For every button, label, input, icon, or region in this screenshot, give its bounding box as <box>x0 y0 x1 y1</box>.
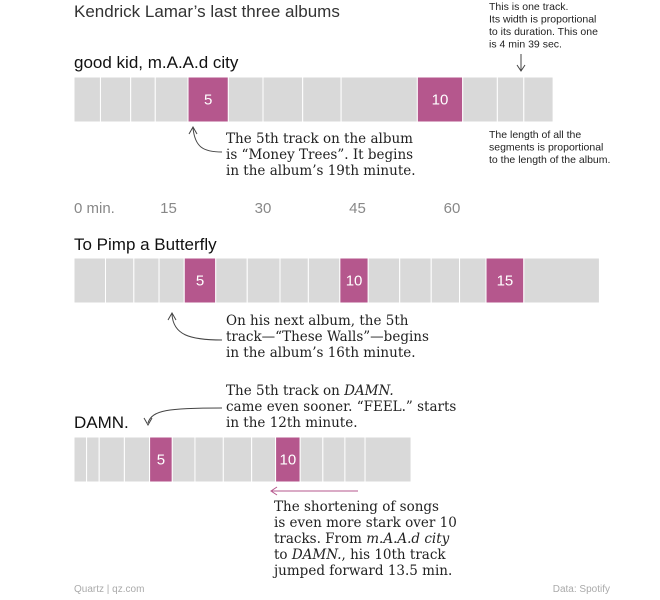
track-segment-2 <box>86 436 100 483</box>
axis-tick-label: 0 min. <box>74 200 115 217</box>
segment-length-note: The length of all the segments is propor… <box>489 129 610 166</box>
footer-source: Data: Spotify <box>553 584 610 595</box>
track-segment-7 <box>194 436 224 483</box>
track-segment-9 <box>340 76 418 123</box>
track-segment-1 <box>73 436 88 483</box>
track-segment-12 <box>399 257 432 304</box>
track-segment-11 <box>462 76 498 123</box>
tpab-track5-arrow <box>171 313 223 341</box>
track-segment-3 <box>133 257 160 304</box>
track-segment-12 <box>496 76 525 123</box>
one-track-arrowhead <box>516 64 526 72</box>
track-segment-2 <box>99 76 132 123</box>
time-axis: 0 min. 15 30 45 60 <box>74 200 460 217</box>
axis-tick-label: 45 <box>349 200 366 217</box>
track-segment-8 <box>222 436 253 483</box>
footer-credit: Quartz | qz.com <box>74 584 144 595</box>
track-segment-15 <box>485 257 525 304</box>
track-segment-3 <box>98 436 125 483</box>
track-number-10: 10 <box>432 92 449 109</box>
track-segment-8 <box>302 76 342 123</box>
gkmc-track5-arrowhead <box>188 125 198 135</box>
chart-title: Kendrick Lamar’s last three albums <box>74 2 340 21</box>
gkmc-track5-annotation: The 5th track on the album is “Money Tre… <box>226 131 417 179</box>
one-track-note: This is one track. Its width is proporti… <box>489 1 601 51</box>
axis-tick-label: 30 <box>255 200 272 217</box>
track-segment-14 <box>364 436 412 483</box>
track-segment-5 <box>183 257 217 304</box>
track-segment-11 <box>299 436 324 483</box>
track-segment-14 <box>459 257 487 304</box>
track-segment-1 <box>73 76 101 123</box>
tpab-track5-arrowhead <box>167 311 177 321</box>
axis-tick-label: 60 <box>444 200 461 217</box>
track-segment-3 <box>130 76 156 123</box>
track-segment-4 <box>154 76 189 123</box>
shortening-annotation: The shortening of songs is even more star… <box>272 499 457 579</box>
track-segment-11 <box>367 257 401 304</box>
track-number-5: 5 <box>157 452 165 469</box>
track-segment-5 <box>187 76 229 123</box>
track-segment-1 <box>73 257 106 304</box>
album-bar-gkmc: 5 10 <box>73 76 554 123</box>
track-segment-7 <box>246 257 281 304</box>
track-segment-7 <box>262 76 304 123</box>
track-number-10: 10 <box>346 273 363 290</box>
axis-tick-label: 15 <box>160 200 177 217</box>
track-segment-9 <box>251 436 277 483</box>
track-segment-10 <box>416 76 464 123</box>
track-segment-4 <box>158 257 185 304</box>
track-segment-12 <box>322 436 346 483</box>
shift-arrowhead <box>270 486 278 496</box>
track-segment-4 <box>123 436 151 483</box>
damn-track5-arrow <box>147 407 223 424</box>
track-segment-8 <box>279 257 309 304</box>
album-title-damn: DAMN. <box>74 413 129 432</box>
damn-track5-arrowhead <box>143 417 153 427</box>
album-bar-tpab: 5 10 15 <box>73 257 600 304</box>
tpab-track5-annotation: On his next album, the 5th track—“These … <box>226 313 433 361</box>
album-bar-damn: 5 10 <box>73 436 412 483</box>
damn-track5-annotation: The 5th track on DAMN. came even sooner. … <box>226 383 456 431</box>
track-segment-13 <box>430 257 461 304</box>
track-segment-2 <box>105 257 135 304</box>
track-segment-10 <box>275 436 301 483</box>
track-number-10: 10 <box>280 452 297 469</box>
gkmc-track5-arrow <box>192 127 223 153</box>
track-number-15: 15 <box>497 273 514 290</box>
track-segment-13 <box>523 76 554 123</box>
track-segment-9 <box>307 257 341 304</box>
track-segment-6 <box>171 436 196 483</box>
track-segment-6 <box>227 76 264 123</box>
track-segment-13 <box>344 436 366 483</box>
track-segment-6 <box>215 257 248 304</box>
album-title-tpab: To Pimp a Butterfly <box>74 235 217 254</box>
track-number-5: 5 <box>204 92 212 109</box>
album-title-gkmc: good kid, m.A.A.d city <box>74 53 239 72</box>
track-segment-16 <box>523 257 600 304</box>
track-number-5: 5 <box>196 273 204 290</box>
